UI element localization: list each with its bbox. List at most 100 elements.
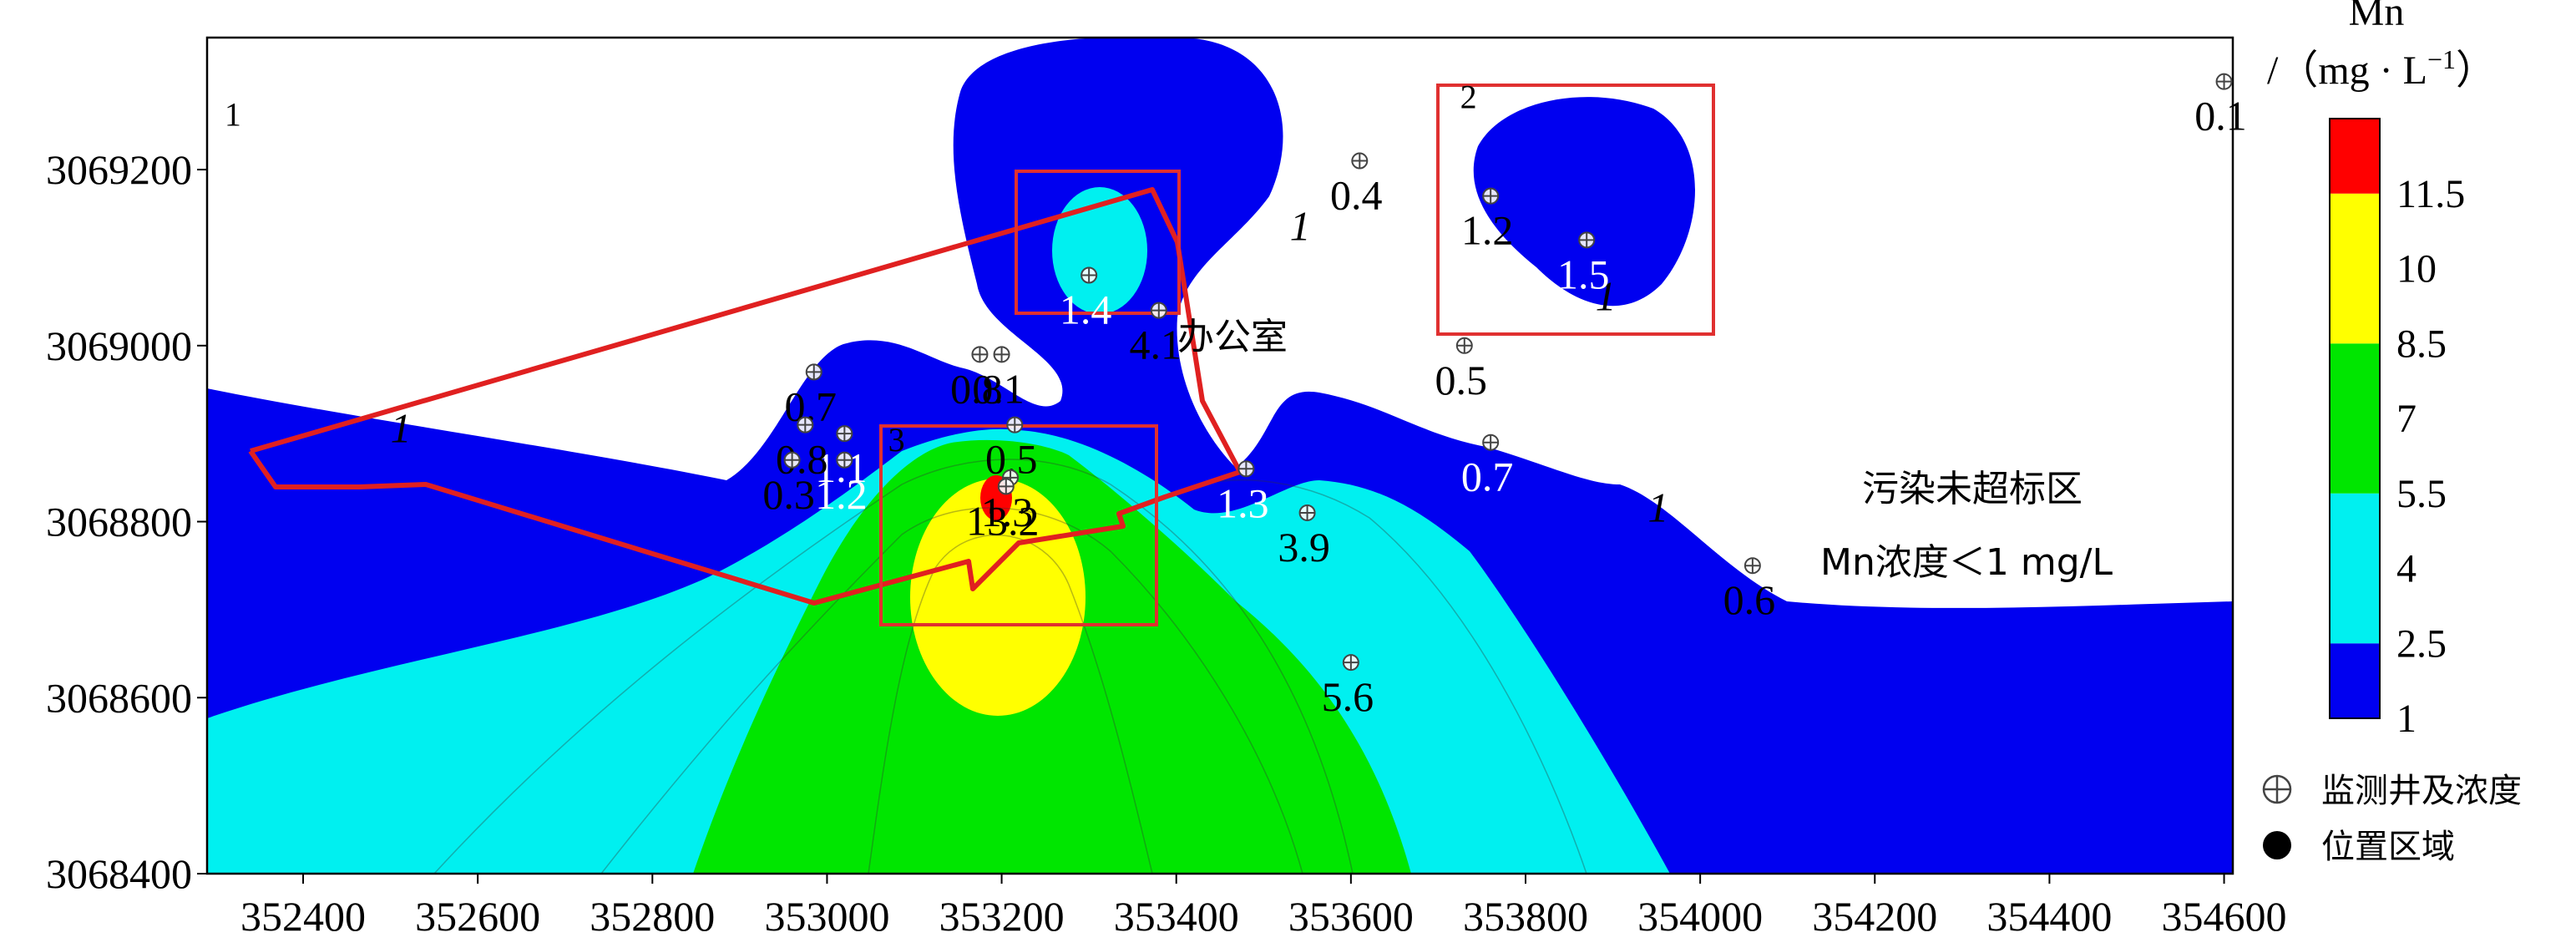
- y-axis-ticks: 3068400 3068600 3068800 3069000 3069200: [46, 146, 207, 897]
- colorbar-band: [2330, 343, 2380, 418]
- contour-lines: [433, 459, 1587, 874]
- y-tick-label: 3069000: [46, 322, 192, 369]
- x-tick-label: 352400: [240, 893, 366, 940]
- monitoring-wells: 0.10.41.21.51.44.10.80.10.71.10.8 0.50.3 1…: [762, 73, 2247, 720]
- legend: 监测井及浓度 位置区域: [2262, 772, 2522, 866]
- well-value-label: 1.2: [815, 471, 868, 518]
- well-value-label: 0.7: [1461, 454, 1514, 500]
- x-tick-label: 353000: [764, 893, 889, 940]
- well-marker: [971, 346, 989, 363]
- colorbar-band: [2330, 568, 2380, 644]
- colorbar-title-line2: /（mg · L−1）: [2267, 44, 2496, 93]
- colorbar-level-label: 11.5: [2396, 172, 2465, 216]
- colorbar-bands: [2330, 119, 2380, 718]
- region-number-label: 2: [1460, 78, 1477, 115]
- legend-location-label: 位置区域: [2321, 828, 2455, 866]
- well-value-label: 1.3: [1217, 479, 1269, 526]
- well-marker: [1081, 266, 1098, 284]
- well-marker: [1342, 654, 1359, 672]
- colorbar-band: [2330, 493, 2380, 569]
- contour-value-label: 1: [1290, 202, 1311, 249]
- x-tick-label: 353200: [939, 893, 1065, 940]
- well-value-label: 0.1: [2194, 93, 2247, 139]
- legend-well-label: 监测井及浓度: [2321, 772, 2522, 810]
- well-marker: [836, 451, 853, 469]
- x-tick-label: 354200: [1812, 893, 1937, 940]
- well-value-label: 0.8: [950, 365, 1003, 412]
- y-tick-label: 3069200: [46, 146, 192, 193]
- region-box-2: [1436, 84, 1715, 336]
- well-marker: [993, 346, 1010, 363]
- well-marker: [1482, 187, 1500, 205]
- site-boundary: [248, 187, 1242, 606]
- well-value-label: 0.4: [1330, 172, 1383, 219]
- colorbar-level-label: 8.5: [2396, 322, 2447, 366]
- well-value-label: 4.1: [1130, 322, 1182, 368]
- x-tick-label: 354600: [2162, 893, 2287, 940]
- contour-value-label: 1: [391, 405, 412, 452]
- colorbar-band: [2330, 193, 2380, 269]
- well-value-label: 0.3: [762, 471, 815, 518]
- contour-line-labels: 1 1 1 1: [391, 202, 1669, 530]
- well-value-label: 1.1: [815, 444, 868, 491]
- region-box-1: [1015, 170, 1181, 315]
- contour-band-blue-blob-2: [1473, 97, 1695, 307]
- colorbar-title-sup: −1: [2427, 44, 2456, 74]
- region-number-label: 1: [225, 95, 241, 133]
- well-marker: [1150, 302, 1167, 319]
- well-marker: [797, 416, 814, 433]
- well-value-label: 5.6: [1322, 673, 1374, 720]
- colorbar-band: [2330, 268, 2380, 344]
- well-value-label: 1.5: [1557, 251, 1610, 297]
- colorbar-title-end: ）: [2456, 48, 2496, 93]
- well-value-label: 1.4: [1060, 286, 1112, 332]
- colorbar-title-main: /（mg · L: [2267, 48, 2427, 93]
- well-value-label: 1.2: [1461, 207, 1514, 254]
- plot-frame: [205, 36, 2234, 875]
- well-value-label: 0.5: [1435, 357, 1488, 403]
- well-marker: [1482, 433, 1500, 451]
- colorbar-level-label: 7: [2396, 397, 2417, 441]
- contour-value-label: 1: [1647, 484, 1668, 531]
- well-marker: [997, 478, 1015, 495]
- well-marker: [1578, 231, 1596, 249]
- well-marker: [1455, 337, 1473, 354]
- x-tick-label: 353400: [1114, 893, 1239, 940]
- well-marker: [1006, 416, 1024, 433]
- colorbar-band: [2330, 643, 2380, 718]
- x-tick-label: 353600: [1288, 893, 1414, 940]
- colorbar: Mn /（mg · L−1） 1 2.5 4 5.5 7 8.5 10 11.5: [2267, 0, 2496, 741]
- colorbar-level-label: 10: [2396, 247, 2437, 291]
- zone-label-line1: 污染未超标区: [1862, 468, 2083, 510]
- colorbar-level-label: 4: [2396, 547, 2417, 591]
- well-marker: [1351, 152, 1369, 170]
- legend-well-symbol: [2262, 774, 2292, 804]
- well-marker: [1237, 460, 1255, 478]
- x-tick-label: 352800: [590, 893, 715, 940]
- x-tick-label: 354400: [1986, 893, 2112, 940]
- colorbar-title-line1: Mn: [2349, 0, 2405, 34]
- contour-value-label: 1: [1596, 273, 1617, 320]
- zone-label-line2: Mn浓度＜1 mg/L: [1820, 541, 2113, 584]
- colorbar-level-label: 1: [2396, 697, 2417, 741]
- well-marker: [1298, 504, 1316, 521]
- colorbar-level-label: 5.5: [2396, 472, 2447, 516]
- well-marker: [783, 451, 801, 469]
- x-tick-label: 353800: [1463, 893, 1588, 940]
- well-marker: [1743, 557, 1761, 575]
- office-label: 办公室: [1177, 316, 1288, 358]
- colorbar-labels: 1 2.5 4 5.5 7 8.5 10 11.5: [2396, 172, 2465, 741]
- colorbar-frame: [2329, 118, 2381, 719]
- region-labels: 1 2 3: [225, 78, 1477, 459]
- contour-band-cyan-blob: [1052, 187, 1147, 314]
- contour-fill-layer: 1 1 1 1: [207, 38, 2233, 874]
- colorbar-level-label: 2.5: [2396, 621, 2447, 666]
- x-tick-label: 354000: [1637, 893, 1763, 940]
- y-tick-label: 3068400: [46, 850, 192, 897]
- well-marker: [2215, 73, 2233, 90]
- colorbar-band: [2330, 418, 2380, 494]
- y-tick-label: 3068800: [46, 499, 192, 545]
- legend-location-symbol: [2263, 831, 2291, 859]
- colorbar-band: [2330, 119, 2380, 194]
